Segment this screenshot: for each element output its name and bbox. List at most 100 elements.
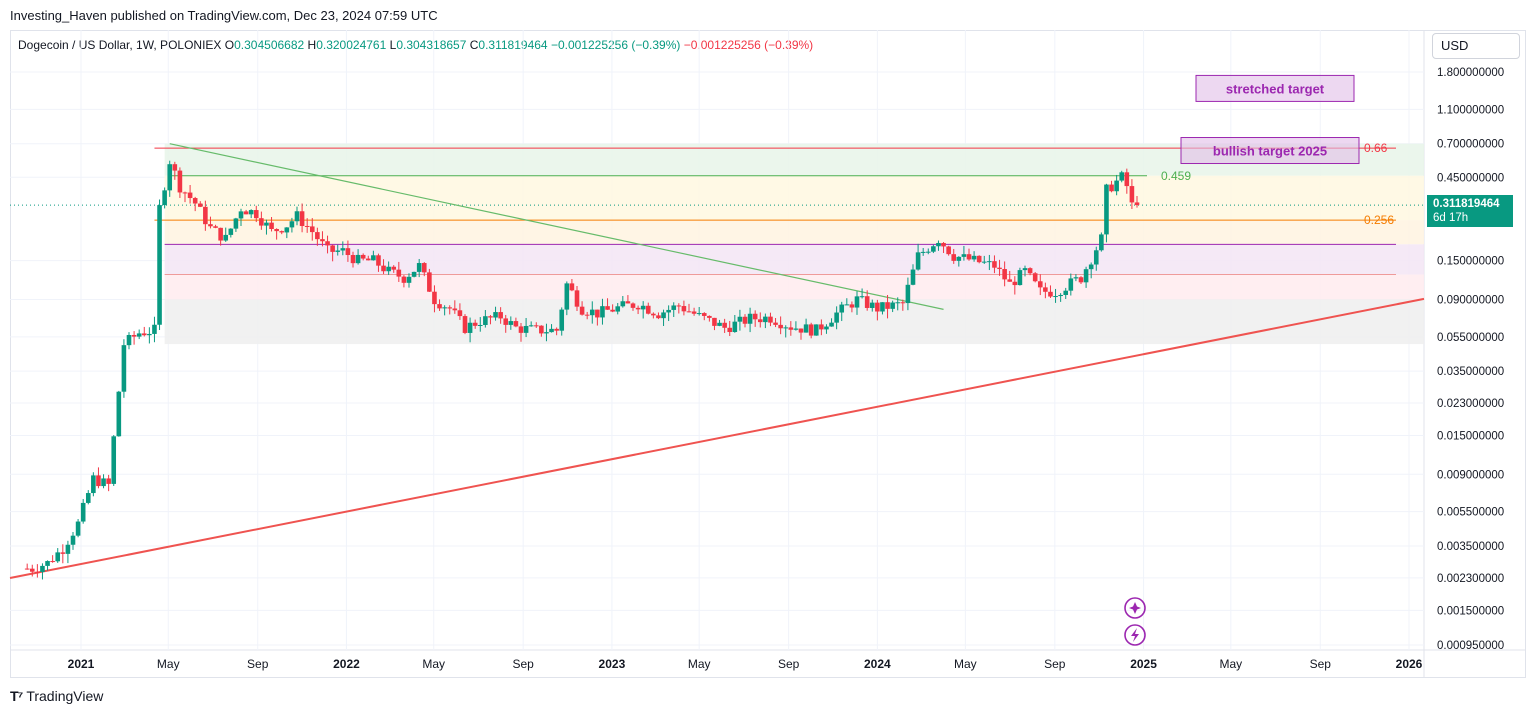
- candle-down: [539, 325, 544, 334]
- candle-down: [1002, 269, 1007, 280]
- stretched-target-box[interactable]: [1195, 74, 1355, 102]
- candle-down: [309, 226, 315, 233]
- candle-down: [1027, 268, 1033, 274]
- candle-up: [920, 251, 926, 253]
- candle-up: [1099, 234, 1104, 251]
- candle-down: [849, 304, 855, 308]
- y-tick-label: 0.009000000: [1437, 469, 1504, 481]
- candle-up: [411, 271, 417, 277]
- symbol-name[interactable]: Dogecoin / US Dollar, 1W, POLONIEX: [18, 38, 222, 52]
- candle-down: [1109, 184, 1114, 192]
- candle-up: [829, 322, 834, 327]
- candle-down: [798, 328, 804, 333]
- y-tick-label: 0.002300000: [1437, 573, 1504, 585]
- support-trendline: [9, 297, 1425, 580]
- y-tick-label: 0.001500000: [1437, 605, 1504, 617]
- bar-countdown: 6d 17h: [1433, 212, 1469, 224]
- candle-up: [1058, 294, 1063, 297]
- candle-up: [640, 305, 646, 310]
- candle-up: [1119, 172, 1125, 181]
- candle-up: [523, 325, 529, 333]
- candle-up: [284, 227, 290, 233]
- candle-up: [70, 535, 76, 545]
- candle-up: [763, 316, 768, 323]
- candle-up: [111, 436, 117, 484]
- candle-up: [615, 306, 621, 312]
- candle-up: [666, 309, 671, 313]
- candle-down: [752, 313, 758, 320]
- candle-up: [45, 561, 50, 566]
- candle-up: [956, 256, 962, 261]
- candle-down: [274, 228, 279, 232]
- x-tick-label: 2021: [68, 657, 95, 671]
- candle-down: [253, 210, 259, 219]
- candle-down: [610, 309, 615, 312]
- bullish-target-box-label: bullish target 2025: [1213, 144, 1327, 159]
- candle-down: [396, 269, 402, 277]
- candle-down: [1012, 281, 1018, 286]
- candle-up: [157, 205, 162, 325]
- resistance-trendline: [169, 143, 944, 310]
- flash-icon[interactable]: [1124, 624, 1146, 646]
- candle-up: [620, 301, 626, 307]
- candle-up: [1017, 270, 1023, 286]
- candle-down: [712, 317, 717, 326]
- y-tick-label: 0.035000000: [1437, 366, 1504, 378]
- published-caption: Investing_Haven published on TradingView…: [10, 8, 438, 23]
- x-tick-label: Sep: [247, 657, 269, 671]
- candle-up: [803, 324, 809, 333]
- x-tick-label: Sep: [513, 657, 535, 671]
- currency-selector[interactable]: USD: [1432, 33, 1520, 59]
- candle-up: [600, 306, 605, 318]
- candle-down: [187, 192, 193, 199]
- candle-up: [869, 302, 875, 308]
- candle-down: [605, 306, 610, 310]
- candle-up: [223, 234, 229, 241]
- candle-down: [315, 232, 320, 240]
- sparkle-icon[interactable]: [1124, 597, 1146, 619]
- candle-down: [1078, 277, 1084, 283]
- candle-up: [508, 321, 514, 325]
- candle-down: [1037, 281, 1043, 288]
- candle-down: [172, 164, 178, 171]
- candle-down: [304, 225, 310, 227]
- candle-down: [875, 302, 880, 312]
- candle-up: [1063, 290, 1069, 295]
- candle-up: [40, 565, 45, 572]
- candle-down: [345, 248, 351, 256]
- candle-up: [931, 246, 936, 252]
- candle-up: [121, 345, 127, 392]
- tradingview-brand[interactable]: T⁷ TradingView: [10, 688, 103, 704]
- fib-zone: [164, 274, 1425, 300]
- x-tick-label: 2024: [864, 657, 891, 671]
- brand-name: TradingView: [26, 688, 104, 704]
- candle-down: [645, 305, 651, 314]
- candle-down: [864, 296, 870, 308]
- level-label: 0.256: [1364, 213, 1394, 227]
- y-tick-label: 1.800000000: [1437, 67, 1504, 79]
- candle-down: [518, 326, 524, 333]
- candle-up: [162, 190, 167, 206]
- candle-down: [457, 310, 463, 317]
- candle-up: [335, 250, 341, 252]
- candle-down: [131, 334, 137, 337]
- x-tick-label: May: [688, 657, 711, 671]
- x-tick-label: May: [422, 657, 445, 671]
- candle-up: [696, 313, 702, 315]
- candle-up: [936, 242, 941, 247]
- bullish-target-box[interactable]: [1180, 137, 1360, 165]
- candle-up: [1022, 268, 1028, 271]
- candle-up: [549, 328, 554, 333]
- candle-up: [732, 321, 738, 333]
- candle-up: [1093, 250, 1099, 265]
- candle-down: [742, 316, 748, 324]
- y-tick-label: 0.150000000: [1437, 256, 1504, 268]
- high-label: H: [307, 38, 317, 52]
- candle-down: [676, 305, 682, 307]
- x-tick-label: 2025: [1130, 657, 1157, 671]
- candle-up: [589, 309, 595, 316]
- candle-down: [554, 328, 559, 331]
- y-tick-label: 0.023000000: [1437, 398, 1504, 410]
- candle-down: [1043, 287, 1048, 292]
